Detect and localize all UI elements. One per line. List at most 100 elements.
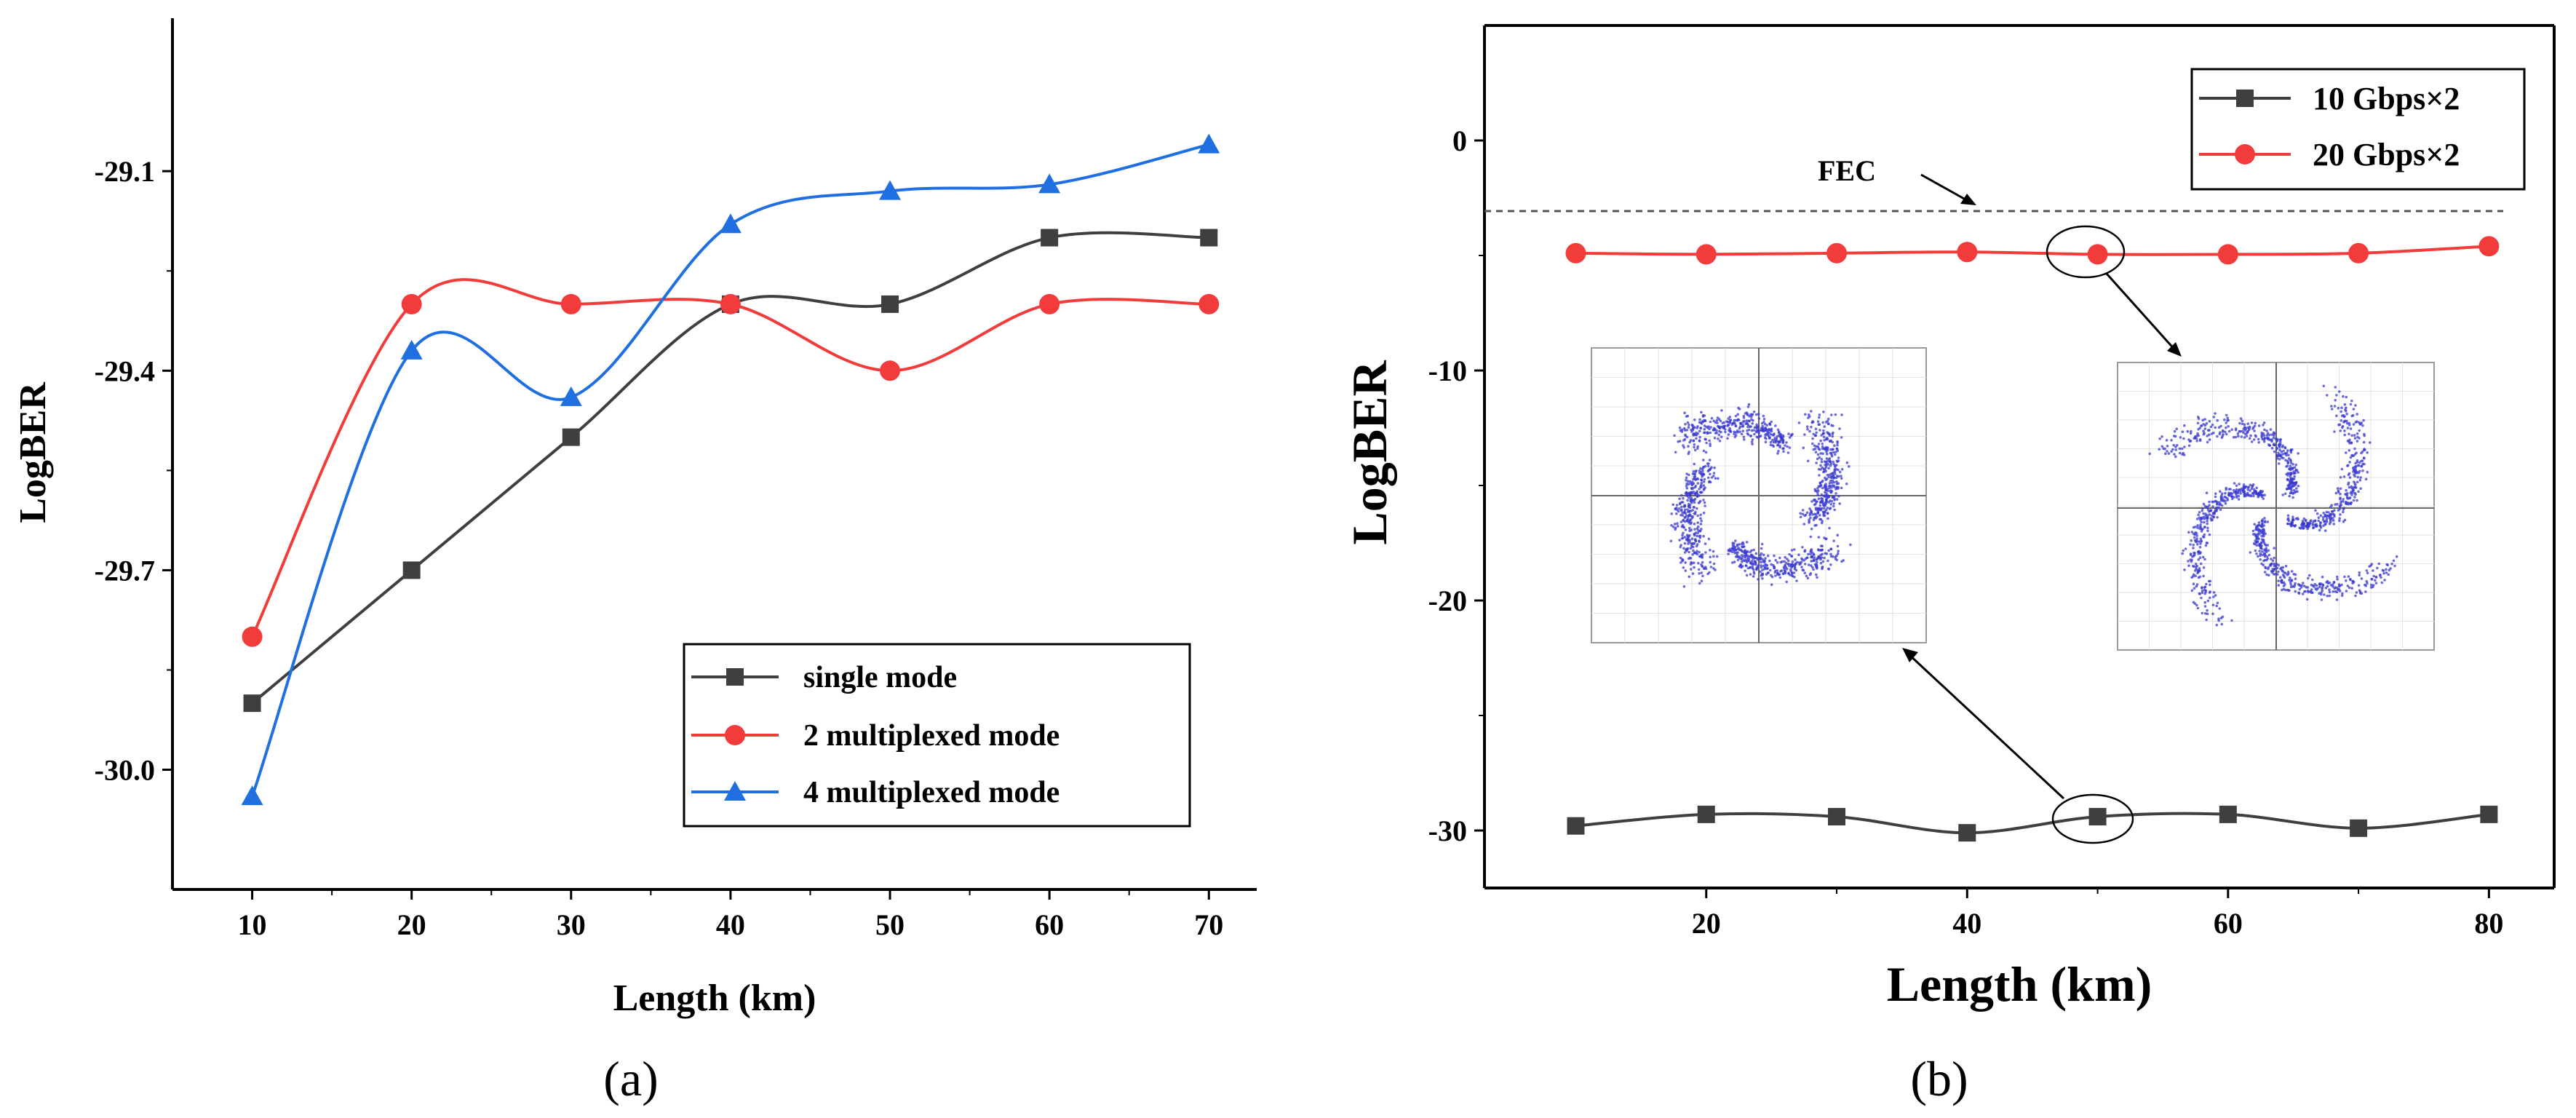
data-point xyxy=(2087,244,2108,265)
callout-arrowhead-bottom xyxy=(1902,648,1918,662)
panel-a-x-axis-title: Length (km) xyxy=(613,978,816,1019)
panel-a-axes xyxy=(171,18,1257,891)
callout-arrow-bottom xyxy=(1907,652,2065,800)
panel-a-x-tick-label: 70 xyxy=(1194,908,1223,941)
panel-a-y-axis-title: LogBER xyxy=(12,381,54,523)
data-point xyxy=(1957,242,1978,263)
panel-b-chart: 20 40 60 80 -30 -20 -10 0 FEC xyxy=(1342,24,2556,1106)
panel-a-series xyxy=(241,133,1220,806)
legend-label-single-mode: single mode xyxy=(803,661,957,694)
panel-b-x-tick-label: 40 xyxy=(1952,907,1981,940)
data-point xyxy=(1041,229,1059,247)
data-point xyxy=(881,295,899,313)
data-point xyxy=(1200,229,1218,247)
panel-b-x-ticks: 20 40 60 80 xyxy=(1692,888,2503,940)
panel-a-x-tick-label: 60 xyxy=(1035,908,1064,941)
panel-b-y-tick-label: -20 xyxy=(1428,584,1467,617)
legend-marker-4-multiplexed-mode xyxy=(724,781,746,801)
fec-arrow-shaft xyxy=(1920,173,1971,204)
data-point xyxy=(879,180,902,200)
panel-a-y-tick-label: -30.0 xyxy=(95,754,155,787)
panel-b-y-tick-label: -30 xyxy=(1428,814,1467,847)
panel-a-y-tick-label: -29.7 xyxy=(95,554,155,587)
data-point xyxy=(1038,173,1061,194)
data-point xyxy=(2480,805,2498,823)
legend-entry-2-multiplexed-mode: 2 multiplexed mode xyxy=(691,719,1060,753)
constellation-inset-right xyxy=(2117,362,2435,651)
data-point xyxy=(1828,808,1846,826)
legend-label-10-gbps: 10 Gbps×2 xyxy=(2313,81,2460,116)
fec-threshold: FEC xyxy=(1484,154,2503,213)
callout-bottom xyxy=(1902,648,2134,844)
series-line-2 xyxy=(250,143,1209,797)
legend-label-4-multiplexed-mode: 4 multiplexed mode xyxy=(803,776,1060,809)
panel-b-y-axis-title: LogBER xyxy=(1342,360,1397,545)
panel-b-y-tick-label: -10 xyxy=(1428,354,1467,387)
panel-b-x-axis-title: Length (km) xyxy=(1887,956,2152,1012)
callout-arrow-top xyxy=(2105,272,2177,352)
series-line-1 xyxy=(250,278,1209,638)
data-point xyxy=(2478,236,2500,257)
panel-b-x-tick-label: 60 xyxy=(2214,907,2243,940)
legend-marker-20-gbps xyxy=(2235,144,2255,164)
data-point xyxy=(402,561,421,579)
data-point xyxy=(2088,808,2107,826)
panel-b-x-tick-label: 20 xyxy=(1692,907,1721,940)
panel-b-y-tick-label: 0 xyxy=(1452,124,1467,157)
series-line-1 xyxy=(1575,245,2489,256)
data-point xyxy=(1567,817,1585,835)
series-line-0 xyxy=(1575,812,2489,835)
data-point xyxy=(1697,805,1715,823)
data-point xyxy=(2350,819,2368,837)
panel-a-y-tick-label: -29.4 xyxy=(95,354,155,387)
data-point xyxy=(719,213,742,234)
panel-a-x-tick-label: 10 xyxy=(238,908,267,941)
constellation-inset-left xyxy=(1591,347,1927,643)
data-point xyxy=(1958,824,1976,842)
callout-ellipse-bottom xyxy=(2051,793,2134,844)
data-point xyxy=(2219,805,2237,823)
legend-marker-single-mode xyxy=(726,668,744,686)
panel-a-x-tick-label: 40 xyxy=(716,908,745,941)
fec-label: FEC xyxy=(1818,154,1876,187)
callout-top xyxy=(2046,225,2182,357)
panel-a-y-ticks: -30.0 -29.7 -29.4 -29.1 xyxy=(95,155,172,787)
legend-marker-10-gbps xyxy=(2236,90,2254,107)
data-point xyxy=(400,339,423,360)
data-point xyxy=(560,386,582,406)
panel-b-x-tick-label: 80 xyxy=(2474,907,2503,940)
data-point xyxy=(562,428,580,446)
data-point xyxy=(1565,242,1586,263)
data-point xyxy=(1198,293,1220,314)
data-point xyxy=(401,293,422,314)
panel-b-series xyxy=(1565,236,2500,842)
data-point xyxy=(1039,293,1060,314)
panel-b-legend-box xyxy=(2190,68,2526,191)
panel-a-y-tick-label: -29.1 xyxy=(95,155,155,188)
panel-a-x-tick-label: 20 xyxy=(397,908,426,941)
legend-entry-10-gbps: 10 Gbps×2 xyxy=(2199,81,2460,116)
panel-a-x-tick-label: 30 xyxy=(557,908,586,941)
legend-label-2-multiplexed-mode: 2 multiplexed mode xyxy=(803,719,1060,753)
panel-b-legend: 10 Gbps×2 20 Gbps×2 xyxy=(2190,68,2526,191)
panel-a-x-ticks: 10 20 30 40 50 60 70 xyxy=(238,889,1223,941)
data-point xyxy=(880,360,901,381)
data-point xyxy=(242,626,263,647)
callout-arrowhead-top xyxy=(2167,342,2182,357)
panel-b-axes xyxy=(1483,24,2556,889)
legend-entry-20-gbps: 20 Gbps×2 xyxy=(2199,137,2460,173)
panel-b-label: (b) xyxy=(1910,1051,1968,1106)
panel-a-label: (a) xyxy=(603,1051,658,1106)
data-point xyxy=(2348,242,2369,263)
panel-a-chart: 10 20 30 40 50 60 70 -30.0 -29.7 -29.4 -29.1 Leng… xyxy=(12,18,1257,1106)
data-point xyxy=(243,694,261,713)
data-point xyxy=(720,293,741,314)
callout-ellipse-top xyxy=(2046,225,2126,279)
data-point xyxy=(1696,244,1717,265)
data-point xyxy=(1198,133,1220,154)
legend-entry-4-multiplexed-mode: 4 multiplexed mode xyxy=(691,776,1060,809)
data-point xyxy=(560,293,581,314)
data-point xyxy=(2217,244,2238,265)
panel-b-y-ticks: -30 -20 -10 0 xyxy=(1428,124,1484,847)
